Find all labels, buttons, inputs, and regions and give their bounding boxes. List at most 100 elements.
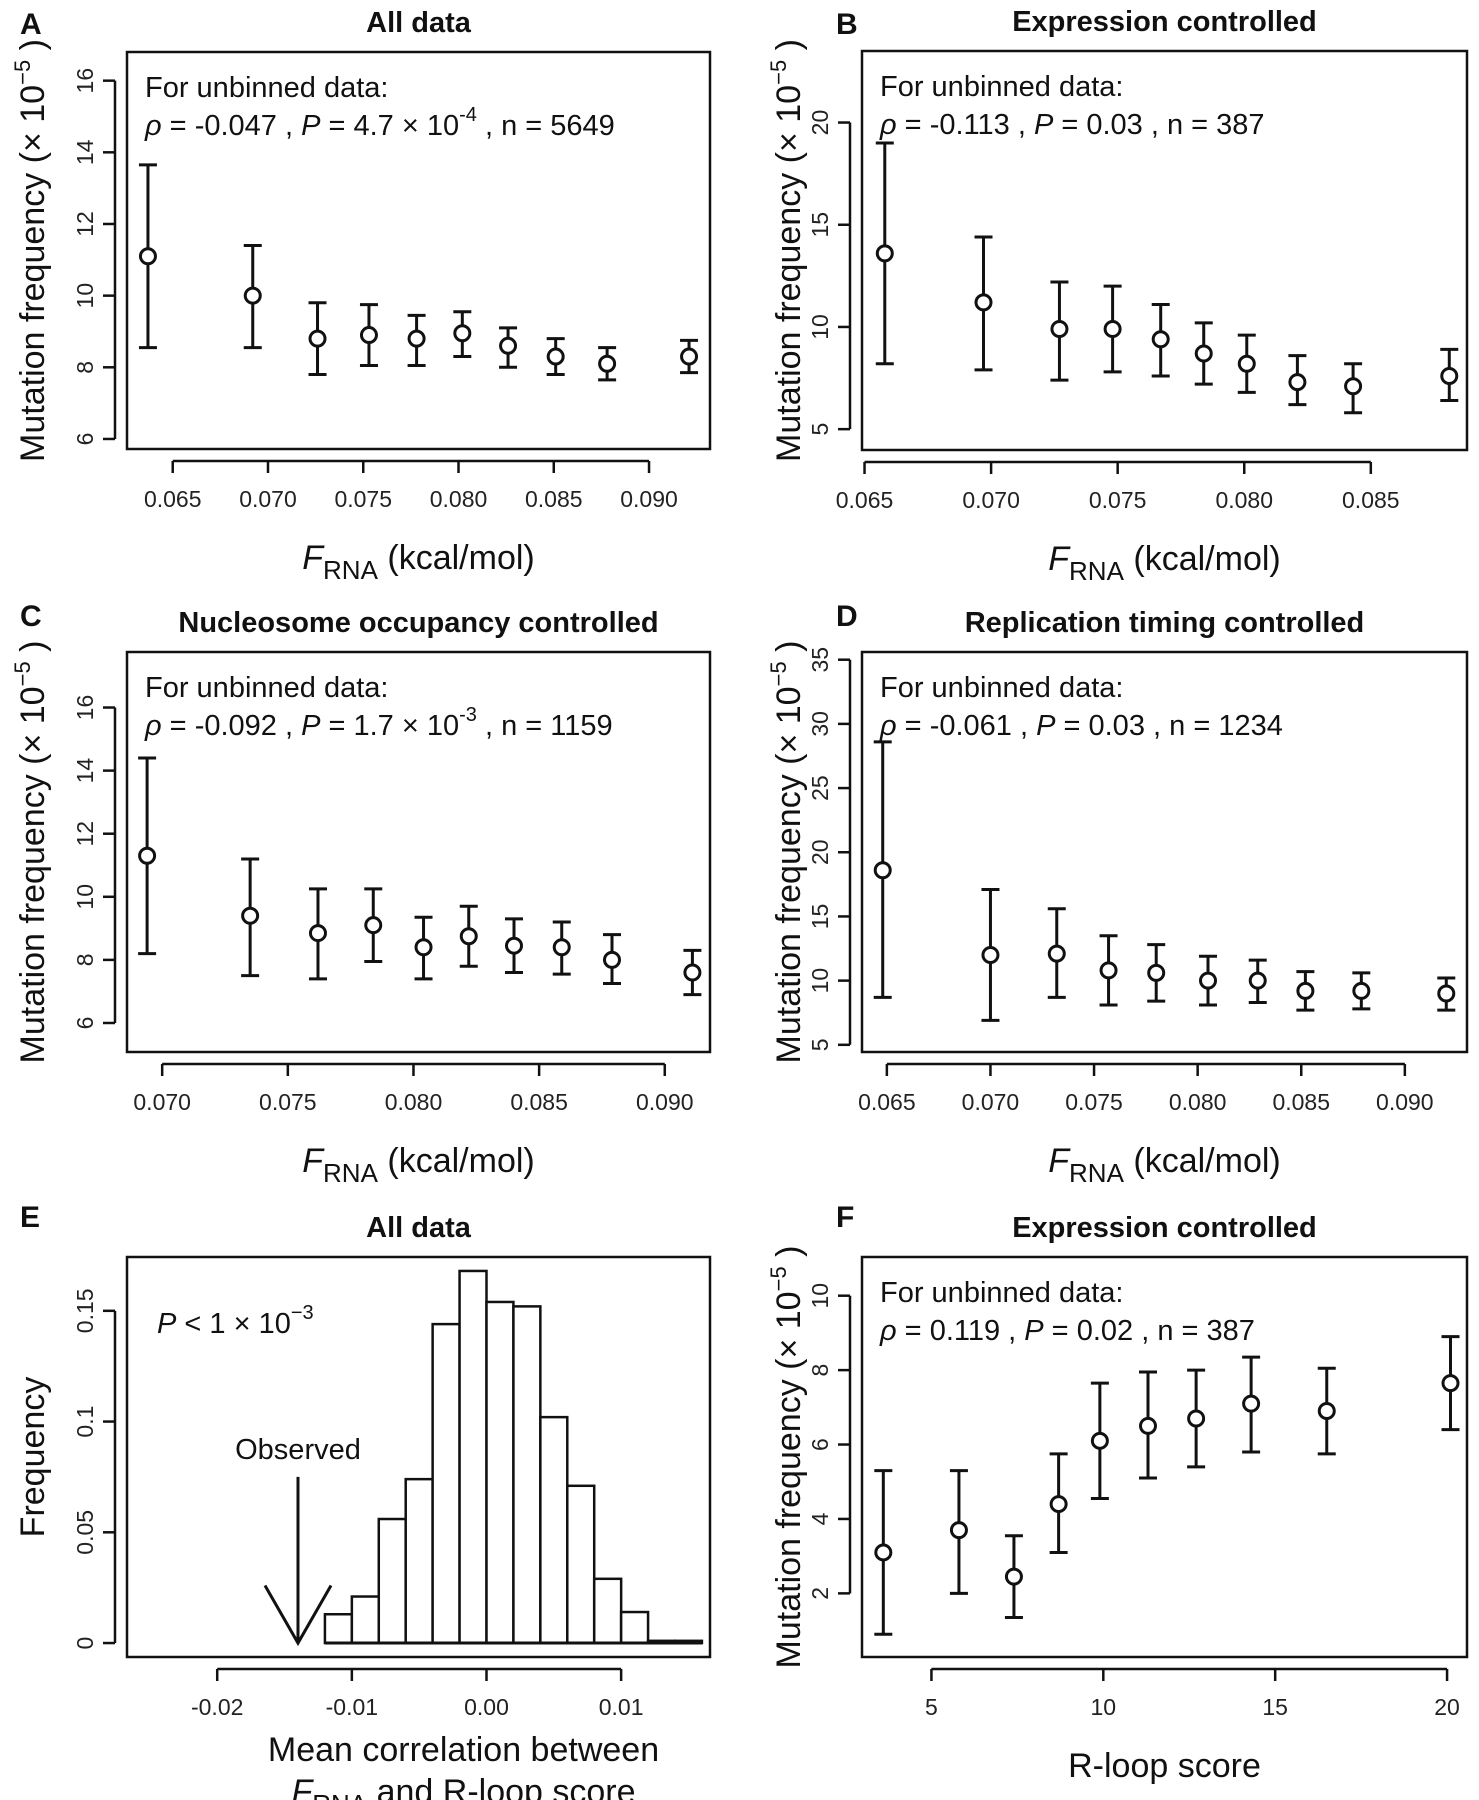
- point-marker: [499, 336, 518, 355]
- text-span: Frequency: [14, 1377, 52, 1538]
- panel-title: Nucleosome occupancy controlled: [178, 607, 658, 639]
- x-tick-label: 0.080: [1169, 1089, 1227, 1115]
- annotation-line-1: For unbinned data:: [145, 72, 388, 104]
- x-tick-label: 20: [1434, 1694, 1460, 1720]
- text-span: -3: [459, 704, 477, 726]
- point-marker: [1237, 354, 1256, 373]
- text-span: ,: [1000, 1315, 1024, 1347]
- data-point: [499, 326, 518, 369]
- text-span: =: [517, 110, 550, 142]
- histogram-bar: [619, 1610, 650, 1645]
- y-tick-label: 10: [72, 283, 98, 309]
- data-point: [1194, 321, 1213, 386]
- x-tick-label: 0.085: [510, 1089, 568, 1115]
- text-span: 0.03: [1089, 710, 1145, 742]
- text-span: =: [162, 710, 195, 742]
- x-axis-label: R-loop score: [1068, 1747, 1261, 1785]
- text-span: =: [897, 710, 930, 742]
- y-tick-label: 8: [72, 361, 98, 374]
- text-span: (kcal/mol): [1124, 1142, 1281, 1180]
- p-value-annotation: P < 1 × 10−3: [157, 1302, 314, 1340]
- text-span: ,: [477, 110, 501, 142]
- text-span: 0.02: [1077, 1315, 1133, 1347]
- annotation-line-1: For unbinned data:: [880, 1277, 1123, 1309]
- data-point: [1147, 943, 1166, 1003]
- data-point: [1199, 954, 1218, 1007]
- point-marker: [949, 1521, 968, 1540]
- panel-letter: E: [20, 1201, 40, 1234]
- point-marker: [602, 950, 621, 969]
- x-axis-label: FRNA (kcal/mol): [1048, 1142, 1280, 1188]
- x-tick-label: 15: [1262, 1694, 1288, 1720]
- y-axis-label: Mutation frequency (× 10−5 ): [10, 641, 52, 1064]
- y-tick-label: 4: [807, 1512, 833, 1525]
- data-point: [981, 887, 1000, 1022]
- text-span: -0.092: [195, 710, 277, 742]
- point-marker: [552, 938, 571, 957]
- text-span: -0.061: [930, 710, 1012, 742]
- histogram-bar: [539, 1415, 569, 1645]
- data-point: [1248, 958, 1267, 1004]
- panel-title: Replication timing controlled: [965, 607, 1365, 639]
- text-span: ρ: [879, 710, 897, 742]
- x-tick-label: 5: [925, 1694, 938, 1720]
- point-marker: [1437, 984, 1456, 1003]
- y-tick-label: 2: [807, 1587, 833, 1600]
- data-point: [359, 303, 378, 368]
- text-span: (kcal/mol): [378, 539, 535, 577]
- point-marker: [504, 936, 523, 955]
- plot-frame: [125, 1255, 712, 1659]
- x-tick-label: 10: [1091, 1694, 1117, 1720]
- point-marker: [1288, 373, 1307, 392]
- text-span: F: [1048, 540, 1071, 578]
- text-span: =: [1173, 1315, 1206, 1347]
- data-point: [1049, 1452, 1068, 1554]
- point-marker: [875, 244, 894, 263]
- point-marker: [414, 938, 433, 957]
- text-span: 0.119: [930, 1315, 1000, 1347]
- text-span: n: [1167, 109, 1183, 141]
- text-span: ,: [477, 710, 501, 742]
- y-tick-label: 8: [72, 953, 98, 966]
- text-span: =: [897, 109, 930, 141]
- x-tick-label: 0.065: [858, 1089, 916, 1115]
- point-marker: [1242, 1394, 1261, 1413]
- text-span: 1159: [550, 710, 612, 742]
- data-point: [243, 243, 262, 350]
- y-label-exponent: −5: [766, 60, 791, 85]
- data-point: [683, 948, 702, 997]
- text-span: ): [770, 1246, 808, 1267]
- x-tick-label: 0.070: [962, 1089, 1020, 1115]
- histogram-bar: [431, 1322, 461, 1645]
- y-tick-label: 15: [807, 904, 833, 930]
- point-marker: [359, 326, 378, 345]
- panel-title: All data: [366, 1212, 472, 1244]
- text-span: =: [517, 710, 550, 742]
- text-span: F: [1048, 1142, 1071, 1180]
- y-tick-label: 0: [72, 1637, 98, 1650]
- panel-letter: A: [20, 8, 42, 41]
- point-marker: [1194, 344, 1213, 363]
- panel-letter: F: [836, 1201, 854, 1234]
- x-tick-label: 0.065: [836, 487, 894, 513]
- histogram-bar: [458, 1269, 488, 1645]
- panel-b: B Expression controlled 0.065 0.070 0.075 0.0…: [766, 6, 1469, 586]
- text-span: Mutation frequency (× 10: [770, 1291, 808, 1668]
- y-tick-label: 10: [807, 1283, 833, 1309]
- y-tick-label: 0.05: [72, 1510, 98, 1555]
- data-point: [949, 1469, 968, 1595]
- text-span: -0.113: [930, 109, 1010, 141]
- y-tick-label: 8: [807, 1364, 833, 1377]
- text-span: F: [291, 1773, 314, 1800]
- x-tick-label: 0.075: [1089, 487, 1147, 513]
- x-tick-label: 0.085: [1342, 487, 1400, 513]
- data-point: [138, 163, 157, 350]
- data-point: [138, 756, 157, 956]
- text-span: -0.047: [195, 110, 277, 142]
- text-span: =: [897, 1315, 930, 1347]
- panel-c: C Nucleosome occupancy controlled 0.070 0.0…: [10, 600, 712, 1188]
- x-tick-label: 0.075: [259, 1089, 317, 1115]
- annotation-stats: ρ = 0.119 , P = 0.02 , n = 387: [879, 1315, 1255, 1347]
- point-marker: [1440, 367, 1459, 386]
